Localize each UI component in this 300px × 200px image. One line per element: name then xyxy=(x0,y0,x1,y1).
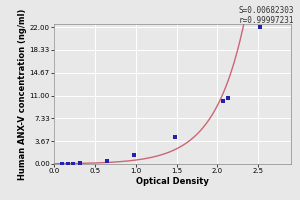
Text: S=0.00682303
r=0.99997231: S=0.00682303 r=0.99997231 xyxy=(238,6,294,25)
Point xyxy=(60,162,64,165)
Point xyxy=(66,162,71,165)
Y-axis label: Human ANX-V concentration (ng/ml): Human ANX-V concentration (ng/ml) xyxy=(18,8,27,180)
Point xyxy=(172,135,177,138)
Point xyxy=(132,153,136,156)
Point xyxy=(257,26,262,29)
Point xyxy=(221,99,226,102)
X-axis label: Optical Density: Optical Density xyxy=(136,177,209,186)
Point xyxy=(70,162,75,165)
Point xyxy=(226,96,230,100)
Point xyxy=(78,162,82,165)
Point xyxy=(105,160,110,163)
